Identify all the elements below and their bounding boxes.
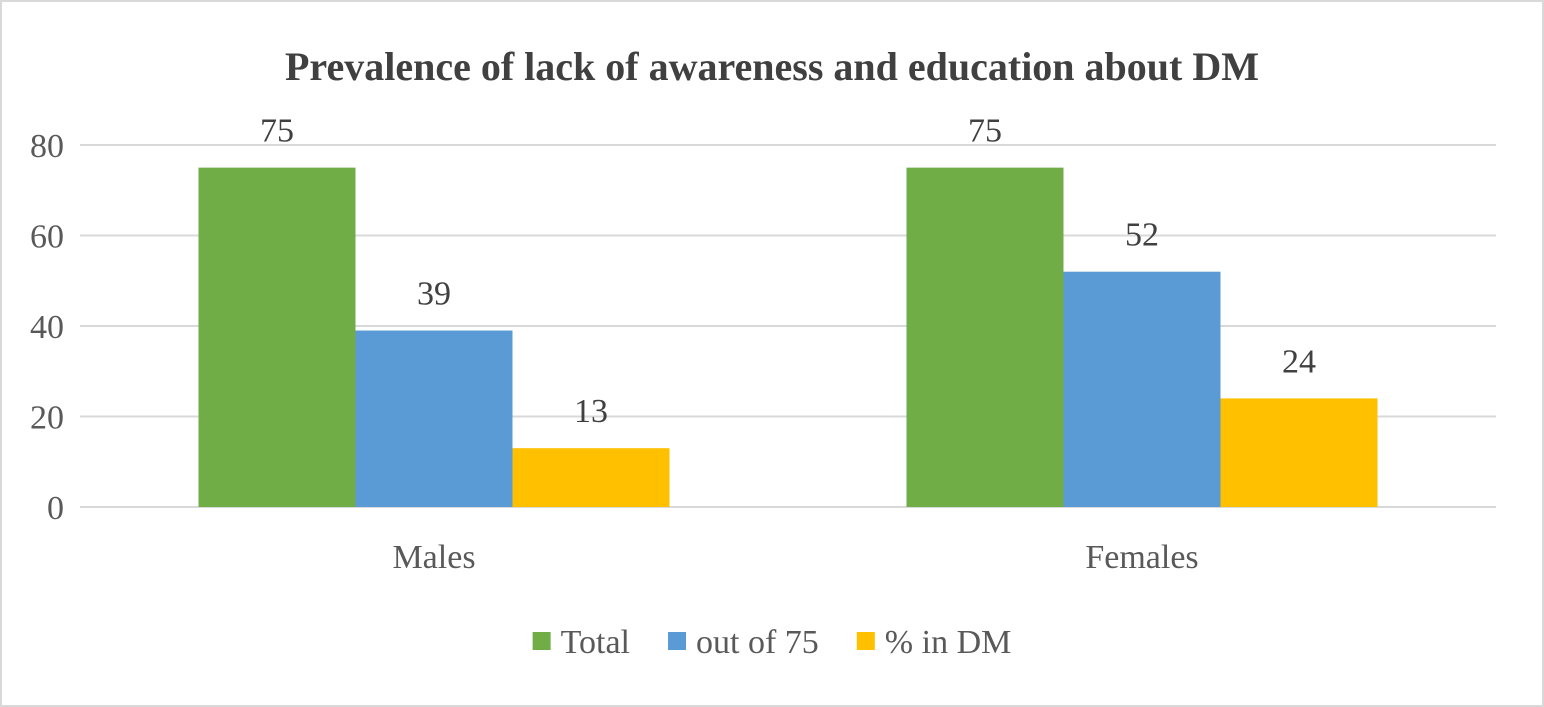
data-label: 24 [1282, 343, 1316, 380]
category-label: Males [392, 539, 475, 576]
data-labels: 75 39 13 75 52 24 [260, 113, 1316, 431]
legend-swatch [668, 632, 687, 650]
bar-females-series-1 [1063, 271, 1221, 507]
y-tick-label: 0 [47, 490, 64, 527]
data-label: 13 [574, 393, 608, 430]
chart-title: Prevalence of lack of awareness and educ… [285, 44, 1259, 89]
legend-label: out of 75 [696, 624, 819, 661]
category-label: Females [1085, 539, 1198, 576]
x-axis-categories: Males Females [392, 539, 1198, 576]
y-tick-label: 80 [30, 128, 64, 165]
data-label: 75 [968, 113, 1002, 150]
legend-label: Total [561, 624, 630, 661]
bar-males-series-2 [512, 448, 670, 507]
bar-females-series-2 [1220, 398, 1378, 507]
bars [198, 167, 1378, 507]
legend-swatch [532, 632, 551, 650]
y-tick-label: 60 [30, 219, 64, 256]
legend-label: % in DM [885, 624, 1012, 661]
legend: Total out of 75 % in DM [532, 624, 1012, 661]
y-axis-ticks: 0 20 40 60 80 [30, 128, 64, 527]
data-label: 75 [260, 113, 294, 150]
y-tick-label: 20 [30, 400, 64, 437]
bar-males-series-0 [198, 167, 356, 507]
data-label: 52 [1125, 217, 1159, 254]
bar-males-series-1 [355, 330, 513, 507]
legend-swatch [856, 632, 875, 650]
data-label: 39 [417, 276, 451, 313]
bar-females-series-0 [906, 167, 1064, 507]
y-tick-label: 40 [30, 309, 64, 346]
